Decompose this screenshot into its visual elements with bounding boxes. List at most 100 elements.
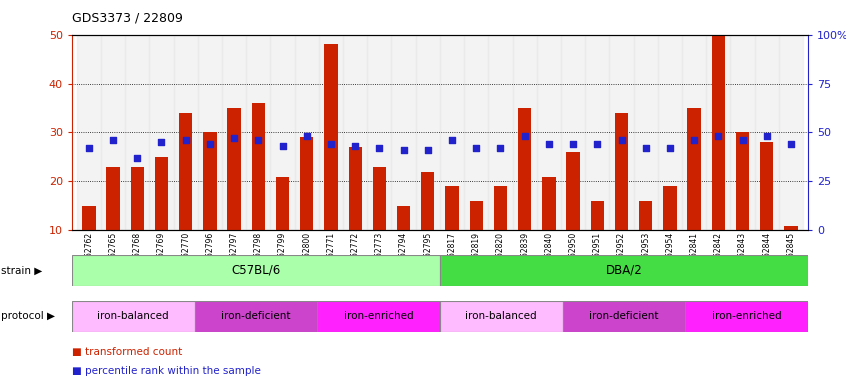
Bar — [685, 301, 808, 332]
Point — [566, 141, 580, 147]
Point — [494, 145, 508, 151]
Text: iron-enriched: iron-enriched — [343, 311, 414, 321]
Bar — [779, 35, 803, 230]
Bar — [730, 35, 755, 230]
Point — [784, 141, 798, 147]
Point — [687, 137, 700, 143]
Bar — [609, 35, 634, 230]
Point — [736, 137, 750, 143]
Bar — [246, 35, 271, 230]
Point — [760, 133, 773, 139]
Bar — [150, 35, 173, 230]
Bar — [222, 35, 246, 230]
Text: iron-deficient: iron-deficient — [589, 311, 659, 321]
Point — [82, 145, 96, 151]
Bar — [367, 35, 392, 230]
Point — [639, 145, 652, 151]
Bar — [271, 35, 294, 230]
Bar — [107, 167, 120, 230]
Bar — [72, 301, 195, 332]
Bar — [639, 201, 652, 230]
Bar — [736, 132, 750, 230]
Text: C57BL/6: C57BL/6 — [231, 264, 281, 277]
Point — [518, 133, 531, 139]
Bar — [392, 35, 415, 230]
Point — [107, 137, 120, 143]
Bar — [251, 103, 265, 230]
Bar — [203, 132, 217, 230]
Bar — [125, 35, 150, 230]
Bar — [179, 113, 192, 230]
Bar — [317, 301, 440, 332]
Point — [130, 155, 144, 161]
Bar — [300, 137, 313, 230]
Point — [615, 137, 629, 143]
Point — [372, 145, 386, 151]
Bar — [276, 177, 289, 230]
Point — [300, 133, 314, 139]
Bar — [72, 255, 440, 286]
Bar — [373, 167, 386, 230]
Text: iron-deficient: iron-deficient — [221, 311, 291, 321]
Point — [324, 141, 338, 147]
Bar — [513, 35, 536, 230]
Bar — [445, 186, 459, 230]
Bar — [440, 35, 464, 230]
Text: strain ▶: strain ▶ — [1, 265, 42, 275]
Bar — [488, 35, 513, 230]
Bar — [470, 201, 483, 230]
Point — [179, 137, 193, 143]
Point — [155, 139, 168, 146]
Point — [203, 141, 217, 147]
Bar — [155, 157, 168, 230]
Bar — [682, 35, 706, 230]
Point — [663, 145, 677, 151]
Text: ■ percentile rank within the sample: ■ percentile rank within the sample — [72, 366, 261, 376]
Point — [445, 137, 459, 143]
Bar — [324, 45, 338, 230]
Point — [421, 147, 435, 153]
Point — [711, 133, 725, 139]
Bar — [563, 301, 685, 332]
Bar — [130, 167, 144, 230]
Bar — [494, 186, 507, 230]
Text: DBA/2: DBA/2 — [606, 264, 642, 277]
Bar — [760, 142, 773, 230]
Bar — [82, 206, 96, 230]
Bar — [711, 30, 725, 230]
Bar — [228, 108, 241, 230]
Point — [591, 141, 604, 147]
Bar — [784, 225, 798, 230]
Point — [276, 143, 289, 149]
Bar — [615, 113, 629, 230]
Bar — [173, 35, 198, 230]
Bar — [101, 35, 125, 230]
Point — [542, 141, 556, 147]
Text: ■ transformed count: ■ transformed count — [72, 347, 182, 357]
Bar — [688, 108, 700, 230]
Bar — [294, 35, 319, 230]
Bar — [77, 35, 101, 230]
Bar — [319, 35, 343, 230]
Point — [397, 147, 410, 153]
Text: iron-balanced: iron-balanced — [465, 311, 537, 321]
Text: GDS3373 / 22809: GDS3373 / 22809 — [72, 12, 183, 25]
Bar — [440, 301, 563, 332]
Bar — [349, 147, 362, 230]
Point — [470, 145, 483, 151]
Bar — [415, 35, 440, 230]
Bar — [195, 301, 317, 332]
Bar — [658, 35, 682, 230]
Bar — [518, 108, 531, 230]
Point — [228, 135, 241, 141]
Bar — [343, 35, 367, 230]
Text: iron-balanced: iron-balanced — [97, 311, 169, 321]
Bar — [561, 35, 585, 230]
Point — [251, 137, 265, 143]
Bar — [663, 186, 677, 230]
Bar — [542, 177, 556, 230]
Bar — [755, 35, 779, 230]
Bar — [198, 35, 222, 230]
Bar — [634, 35, 658, 230]
Bar — [421, 172, 435, 230]
